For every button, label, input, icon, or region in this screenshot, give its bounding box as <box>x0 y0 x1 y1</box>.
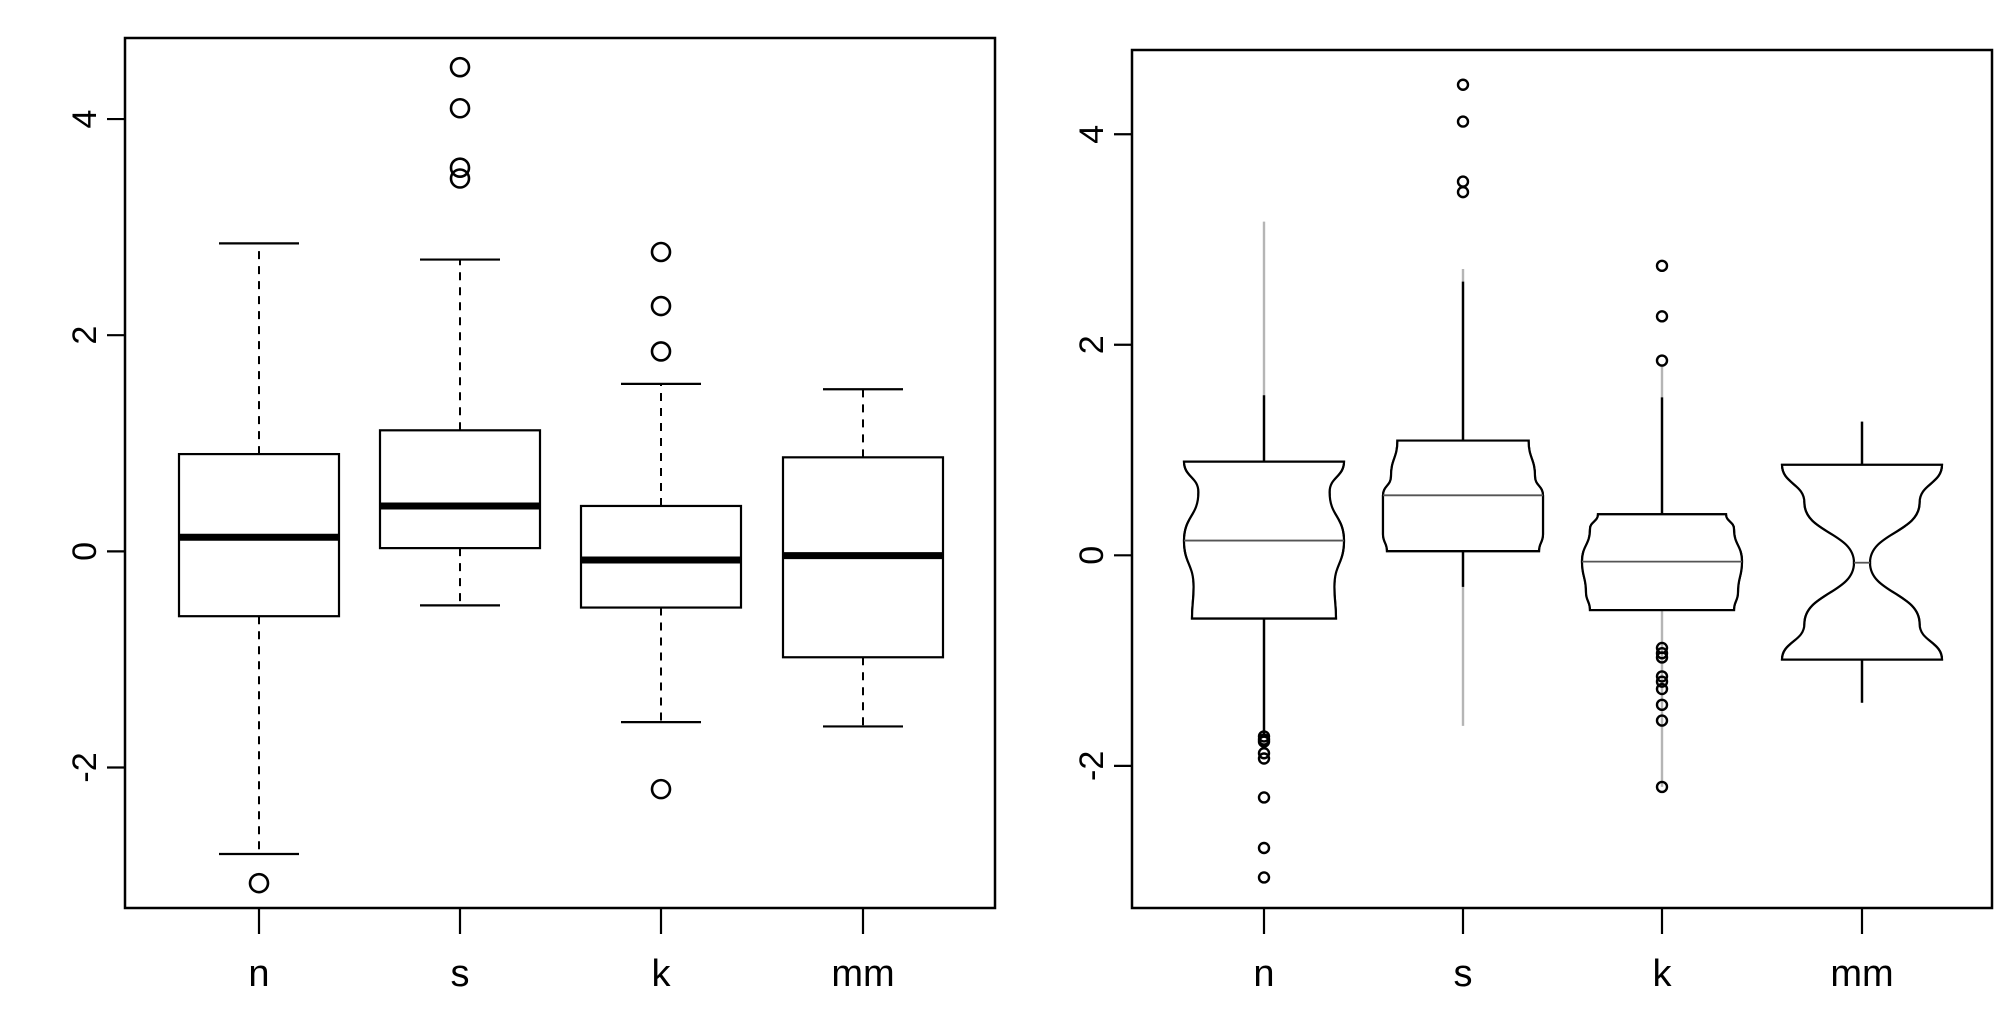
y-tick-label: 2 <box>1073 335 1111 354</box>
box-k <box>579 241 743 800</box>
x-tick-label: s <box>451 953 470 995</box>
y-tick-label: 0 <box>1073 546 1111 565</box>
outlier-point <box>1655 647 1669 660</box>
outlier-point <box>1655 354 1669 367</box>
outlier-point <box>1456 78 1470 91</box>
outlier-point <box>449 56 471 78</box>
bean-s <box>1381 78 1545 726</box>
y-tick-label: 4 <box>66 110 104 129</box>
boxplot-panel: -2 0 2 4 n s k mm <box>66 36 997 995</box>
bean-n <box>1182 221 1346 884</box>
outlier-point <box>650 295 672 317</box>
outlier-point <box>1655 698 1669 712</box>
plot-frame <box>1130 48 1994 910</box>
box-s <box>378 56 542 607</box>
outlier-point <box>1655 259 1669 273</box>
outlier-point <box>1456 175 1470 188</box>
x-tick-label: mm <box>831 953 894 995</box>
box-mm <box>781 388 945 728</box>
outlier-point <box>449 157 471 178</box>
outlier-point <box>650 778 672 800</box>
outlier-point <box>1655 682 1669 696</box>
outlier-point <box>1456 115 1470 128</box>
beanplot-panel: -2 0 2 4 n s k mm <box>1073 48 1994 995</box>
x-tick-label: n <box>248 953 269 995</box>
y-tick-label: 2 <box>66 326 104 345</box>
outlier-point <box>1257 791 1271 804</box>
outlier-point <box>1456 185 1470 199</box>
outlier-point <box>1257 752 1271 765</box>
plot-frame <box>123 36 997 910</box>
outlier-point <box>449 97 471 119</box>
outlier-point <box>1655 670 1669 683</box>
box-iqr <box>378 429 542 550</box>
box-n <box>177 242 341 894</box>
bean-k <box>1580 259 1744 794</box>
x-tick-label: k <box>1653 953 1673 995</box>
y-tick-label: 4 <box>1073 125 1111 144</box>
outlier-point <box>248 872 270 894</box>
bean-mm <box>1780 421 1944 703</box>
outlier-point <box>1655 310 1669 323</box>
outlier-point <box>1257 735 1271 748</box>
outlier-point <box>650 341 672 362</box>
outlier-point <box>449 168 471 189</box>
outlier-point <box>1655 651 1669 664</box>
x-tick-label: k <box>652 953 672 995</box>
x-tick-label: s <box>1454 953 1473 995</box>
x-tick-label: mm <box>1830 953 1893 995</box>
y-tick-label: -2 <box>66 752 104 782</box>
outlier-point <box>1257 841 1271 855</box>
outlier-point <box>650 241 672 263</box>
x-tick-label: n <box>1253 953 1274 995</box>
outlier-point <box>1257 871 1271 884</box>
y-tick-label: -2 <box>1073 751 1111 781</box>
outlier-point <box>1655 780 1669 794</box>
outlier-point <box>1655 675 1669 688</box>
outlier-point <box>1257 747 1271 760</box>
y-tick-label: 0 <box>66 542 104 561</box>
outlier-point <box>1655 714 1669 727</box>
